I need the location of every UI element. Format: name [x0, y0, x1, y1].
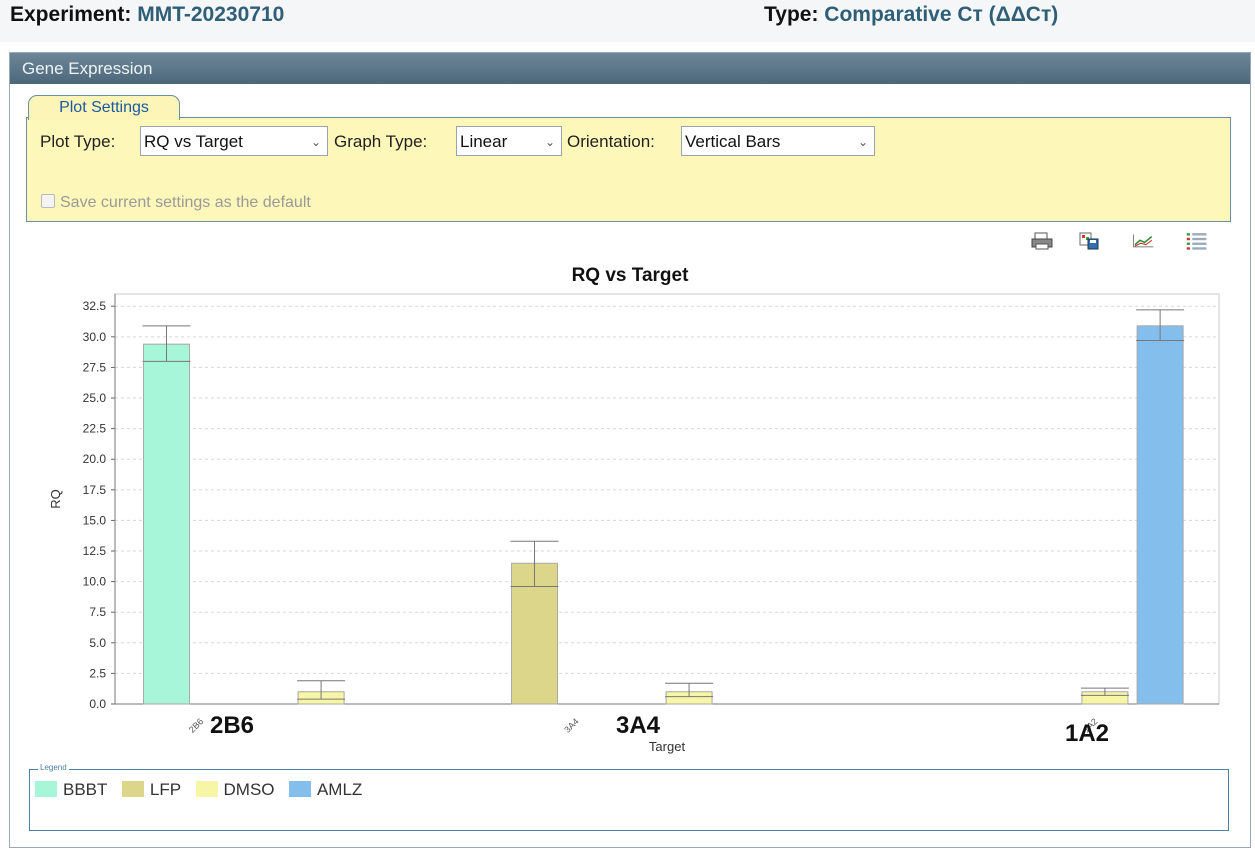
legend-label: AMLZ: [316, 780, 363, 799]
legend-item-lfp: LFP: [121, 780, 182, 800]
plot-type-label: Plot Type:: [40, 132, 116, 151]
legend-item-dmso: DMSO: [195, 780, 275, 800]
type-label: Type:: [764, 3, 819, 26]
graph-type-value: Linear: [460, 132, 508, 151]
panel-title: Gene Expression: [10, 53, 1250, 84]
orientation-value: Vertical Bars: [685, 132, 781, 151]
experiment-label: Experiment:: [10, 3, 132, 26]
save-image-icon[interactable]: [1078, 231, 1100, 251]
list-icon[interactable]: [1186, 231, 1208, 251]
tab-plot-settings[interactable]: Plot Settings: [28, 95, 180, 120]
annotation-2b6: 2B6: [210, 712, 255, 739]
legend-swatch: [35, 781, 57, 797]
annotation-3a4: 3A4: [616, 712, 661, 739]
legend-swatch: [288, 781, 311, 797]
type-info: Type: Comparative Cт (ΔΔCт): [764, 3, 1058, 27]
legend-items: BBBT LFP DMSO AMLZ: [35, 780, 372, 800]
plot-settings-box: Plot Type: RQ vs Target ⌄ Graph Type: Li…: [26, 117, 1231, 222]
legend-swatch: [195, 781, 218, 797]
plot-type-value: RQ vs Target: [144, 132, 243, 151]
line-chart-icon[interactable]: [1132, 231, 1154, 251]
chart-title: RQ vs Target: [571, 265, 689, 286]
print-icon[interactable]: [1031, 231, 1053, 251]
save-default-checkbox[interactable]: Save current settings as the default: [41, 194, 311, 212]
legend-title: Legend: [38, 763, 69, 772]
legend-swatch: [121, 781, 144, 797]
chevron-down-icon: ⌄: [544, 135, 555, 149]
legend-label: BBBT: [63, 780, 108, 799]
checkbox-box[interactable]: [41, 194, 55, 208]
legend-label: LFP: [149, 780, 182, 799]
experiment-info: Experiment: MMT-20230710: [10, 3, 284, 27]
chevron-down-icon: ⌄: [310, 135, 321, 149]
annotation-1a2: 1A2: [1065, 720, 1110, 747]
experiment-value: MMT-20230710: [137, 3, 285, 26]
graph-type-label: Graph Type:: [334, 132, 428, 151]
orientation-select[interactable]: Vertical Bars ⌄: [681, 126, 875, 156]
legend-box: Legend BBBT LFP DMSO AMLZ: [29, 763, 1229, 831]
type-value: Comparative Cт (ΔΔCт): [824, 3, 1059, 26]
legend-label: DMSO: [223, 780, 275, 799]
legend-item-amlz: AMLZ: [288, 780, 363, 800]
experiment-header: Experiment: MMT-20230710 Type: Comparati…: [0, 0, 1255, 42]
legend-item-bbbt: BBBT: [35, 780, 107, 800]
graph-type-select[interactable]: Linear ⌄: [456, 126, 562, 156]
save-default-label: Save current settings as the default: [60, 194, 311, 211]
orientation-label: Orientation:: [567, 132, 655, 151]
chevron-down-icon: ⌄: [857, 135, 868, 149]
plot-type-select[interactable]: RQ vs Target ⌄: [140, 126, 328, 156]
